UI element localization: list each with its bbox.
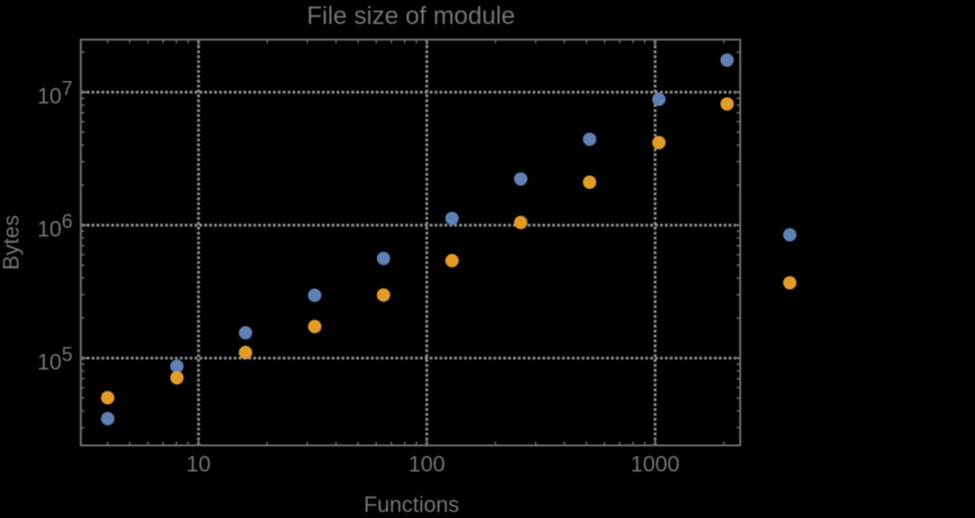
svg-text:File size of module: File size of module <box>307 2 515 30</box>
svg-text:107: 107 <box>37 78 73 108</box>
svg-text:1000: 1000 <box>631 452 680 477</box>
svg-text:Functions: Functions <box>364 492 459 513</box>
svg-text:100: 100 <box>408 452 445 477</box>
svg-text:10: 10 <box>186 452 210 477</box>
svg-text:Bytes: Bytes <box>0 215 23 270</box>
